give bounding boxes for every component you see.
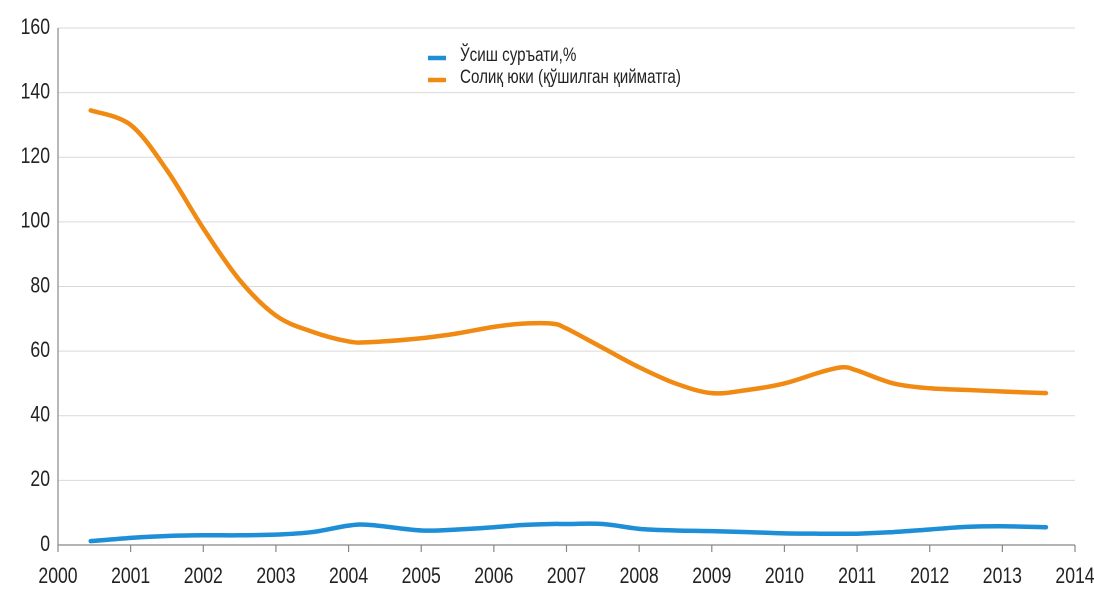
- line-series: [88, 108, 1049, 396]
- x-tick-label: 2013: [983, 564, 1022, 588]
- x-tick-label: 2014: [1055, 564, 1094, 588]
- x-tick-label: 2010: [765, 564, 804, 588]
- line-series: [88, 521, 1049, 544]
- x-tick-label: 2002: [184, 564, 223, 588]
- y-tick-label: 120: [21, 144, 50, 168]
- y-tick-label: 20: [30, 467, 50, 491]
- x-tick-label: 2003: [256, 564, 295, 588]
- x-tick-label: 2009: [692, 564, 731, 588]
- y-tick-label: 60: [30, 338, 50, 362]
- x-tick-label: 2004: [329, 564, 368, 588]
- y-tick-label: 140: [21, 80, 50, 104]
- y-tick-label: 100: [21, 209, 50, 233]
- y-tick-label: 0: [40, 532, 50, 556]
- y-tick-label: 40: [30, 403, 50, 427]
- x-tick-label: 2007: [547, 564, 586, 588]
- legend-label: Ўсиш суръати,%: [460, 43, 576, 65]
- y-tick-label: 80: [30, 274, 50, 298]
- x-tick-label: 2000: [38, 564, 77, 588]
- x-tick-label: 2008: [620, 564, 659, 588]
- x-tick-label: 2006: [474, 564, 513, 588]
- x-tick-label: 2005: [402, 564, 441, 588]
- x-tick-label: 2012: [910, 564, 949, 588]
- legend-label: Солиқ юки (қўшилган қийматга): [460, 65, 681, 87]
- x-tick-label: 2011: [838, 564, 876, 588]
- x-tick-label: 2001: [111, 564, 150, 588]
- y-tick-label: 160: [21, 15, 50, 39]
